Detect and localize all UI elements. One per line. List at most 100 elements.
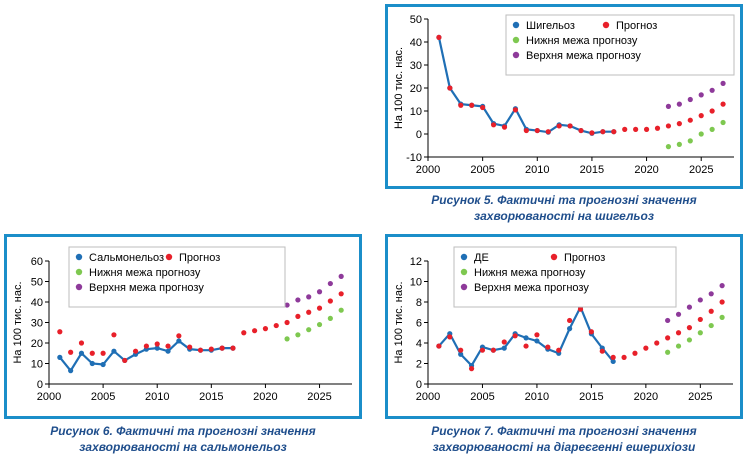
data-point-upper xyxy=(676,101,682,107)
data-point-forecast xyxy=(436,343,442,349)
data-point-actual xyxy=(111,348,117,354)
chart-panel-fig7: 0 2 4 6 8 10 12 2000 2005 2010 2015 2020 2025 На 100 … xyxy=(385,234,743,419)
chart-fig6: 0 10 20 30 40 50 60 2000 2005 2010 2015 2020 2025 На … xyxy=(12,246,352,403)
data-point-forecast xyxy=(490,347,496,353)
data-point-forecast xyxy=(68,349,74,355)
data-point-forecast xyxy=(262,326,269,332)
x-tick-label: 2000 xyxy=(416,391,440,403)
data-point-actual xyxy=(610,358,616,365)
x-tick-label: 2010 xyxy=(525,391,549,403)
data-point-upper xyxy=(698,92,704,98)
data-point-forecast xyxy=(654,125,661,131)
data-point-forecast xyxy=(697,316,703,323)
caption-fig7: Рисунок 7. Фактичні та прогнозні значенн… xyxy=(385,423,743,455)
data-point-forecast xyxy=(176,333,182,339)
y-tick-label: 6 xyxy=(416,318,422,330)
data-point-forecast xyxy=(154,341,160,347)
data-point-lower xyxy=(686,337,693,343)
data-point-upper xyxy=(686,304,693,310)
data-point-lower xyxy=(338,307,344,313)
data-point-forecast xyxy=(622,126,628,132)
data-point-forecast xyxy=(122,357,128,364)
chart-fig5: -10 0 10 20 30 40 50 2000 2005 2010 2015 2020 2025 На… xyxy=(393,14,735,176)
legend-label-forecast: Прогноз xyxy=(564,252,605,264)
legend-marker-actual xyxy=(75,253,83,261)
data-point-lower xyxy=(306,327,312,333)
data-point-forecast xyxy=(468,366,475,372)
data-point-lower xyxy=(676,141,682,147)
data-point-forecast xyxy=(327,298,333,304)
data-point-forecast xyxy=(632,350,638,356)
y-tick-label: 12 xyxy=(410,256,422,268)
legend-box xyxy=(68,246,286,308)
data-point-lower xyxy=(316,321,323,328)
x-tick-label: 2025 xyxy=(307,391,331,403)
legend-label-upper: Верхня межа прогнозу xyxy=(474,282,589,294)
data-point-actual xyxy=(78,350,85,356)
legend-marker-upper xyxy=(460,283,468,291)
data-point-lower xyxy=(697,330,703,336)
data-point-actual xyxy=(501,345,507,351)
x-tick-label: 2000 xyxy=(416,164,440,176)
data-point-forecast xyxy=(633,126,639,132)
data-point-forecast xyxy=(338,291,344,297)
legend-marker-forecast xyxy=(602,21,610,29)
data-point-upper xyxy=(697,297,703,303)
data-point-lower xyxy=(295,332,301,338)
legend-marker-upper xyxy=(75,283,83,291)
data-point-actual xyxy=(68,368,74,374)
data-point-forecast xyxy=(719,299,725,305)
data-point-forecast xyxy=(57,329,63,335)
y-tick-label: 20 xyxy=(31,338,43,350)
y-tick-label: 30 xyxy=(31,318,43,330)
y-tick-label: -10 xyxy=(406,152,422,164)
data-point-forecast xyxy=(458,102,464,108)
data-point-forecast xyxy=(78,340,85,346)
caption-fig5-line2: захворюваності на шигельоз xyxy=(473,209,655,223)
data-point-forecast xyxy=(306,309,312,315)
y-tick-label: 10 xyxy=(410,277,422,289)
data-point-forecast xyxy=(643,126,650,132)
data-point-lower xyxy=(284,336,290,342)
data-point-actual xyxy=(100,361,106,368)
data-point-forecast xyxy=(295,313,301,319)
data-point-forecast xyxy=(100,350,106,356)
data-point-forecast xyxy=(577,306,584,312)
data-point-forecast xyxy=(599,348,605,354)
data-point-forecast xyxy=(534,332,540,338)
data-point-upper xyxy=(675,311,682,317)
data-point-forecast xyxy=(610,354,616,360)
data-point-forecast xyxy=(708,308,714,314)
x-tick-label: 2015 xyxy=(199,391,223,403)
caption-fig6-line1: Рисунок 6. Фактичні та прогнозні значенн… xyxy=(50,424,316,438)
x-tick-label: 2015 xyxy=(580,164,604,176)
data-point-upper xyxy=(720,80,726,86)
data-point-forecast xyxy=(132,348,139,354)
data-point-forecast xyxy=(687,117,693,123)
data-point-forecast xyxy=(501,124,508,130)
y-tick-label: 0 xyxy=(416,129,422,141)
data-point-actual xyxy=(154,345,160,351)
caption-fig5: Рисунок 5. Фактичні та прогнозні значенн… xyxy=(385,192,743,224)
y-tick-label: 40 xyxy=(410,37,422,49)
data-point-forecast xyxy=(556,347,562,353)
data-point-upper xyxy=(306,294,312,300)
data-point-forecast xyxy=(241,330,247,336)
data-point-forecast xyxy=(578,127,584,134)
data-point-upper xyxy=(708,291,714,297)
data-point-actual xyxy=(458,351,464,357)
data-point-forecast xyxy=(698,113,704,119)
x-tick-label: 2010 xyxy=(145,391,169,403)
data-point-actual xyxy=(176,338,182,344)
y-tick-label: 8 xyxy=(416,297,422,309)
data-point-forecast xyxy=(479,347,486,353)
data-point-forecast xyxy=(89,350,95,356)
x-tick-label: 2010 xyxy=(525,164,549,176)
data-point-forecast xyxy=(588,329,594,335)
data-point-forecast xyxy=(676,121,682,127)
data-point-lower xyxy=(708,322,714,329)
x-tick-label: 2020 xyxy=(253,391,277,403)
data-point-lower xyxy=(665,349,671,355)
x-tick-label: 2000 xyxy=(37,391,61,403)
data-point-forecast xyxy=(458,347,464,353)
